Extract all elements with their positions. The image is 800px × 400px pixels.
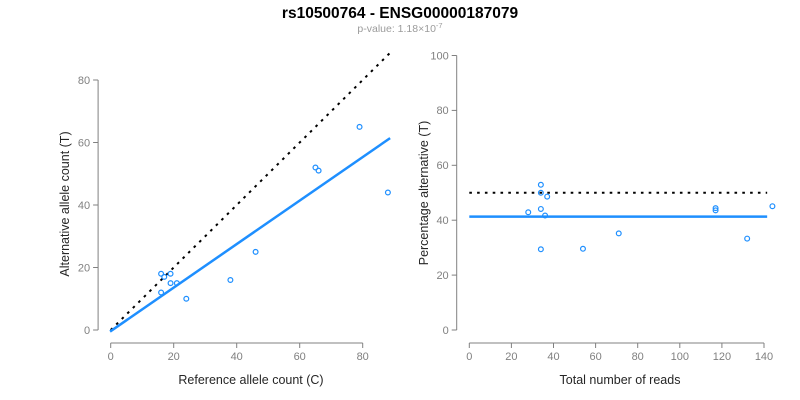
x-tick-label: 120 bbox=[713, 351, 731, 363]
data-point bbox=[537, 246, 544, 253]
x-tick-label: 0 bbox=[466, 351, 472, 363]
x-tick-label: 20 bbox=[168, 351, 180, 363]
data-point bbox=[525, 209, 532, 216]
y-tick-label: 80 bbox=[78, 75, 90, 87]
data-point bbox=[537, 189, 544, 196]
y-tick-label: 20 bbox=[436, 270, 448, 282]
y-tick-label: 0 bbox=[443, 325, 449, 337]
data-point bbox=[537, 205, 544, 212]
x-tick-label: 140 bbox=[755, 351, 773, 363]
x-tick-label: 80 bbox=[357, 351, 369, 363]
pvalue-exponent: -7 bbox=[435, 21, 443, 30]
x-tick-label: 60 bbox=[294, 351, 306, 363]
data-point bbox=[356, 123, 363, 130]
y-tick-label: 20 bbox=[78, 262, 90, 274]
data-point bbox=[173, 280, 180, 287]
data-point bbox=[542, 212, 549, 219]
x-tick-label: 100 bbox=[671, 351, 689, 363]
data-point bbox=[252, 248, 259, 255]
data-point bbox=[315, 167, 322, 174]
x-tick-label: 20 bbox=[505, 351, 517, 363]
x-tick-label: 60 bbox=[589, 351, 601, 363]
y-tick-label: 0 bbox=[84, 325, 90, 337]
y-axis-title: Alternative allele count (T) bbox=[58, 131, 72, 276]
figure-header: rs10500764 - ENSG00000187079 p-value: 1.… bbox=[0, 5, 800, 35]
data-point bbox=[227, 277, 234, 284]
x-axis-title: Reference allele count (C) bbox=[178, 373, 323, 387]
data-point bbox=[579, 245, 586, 252]
x-tick-label: 0 bbox=[108, 351, 114, 363]
data-point bbox=[384, 189, 391, 196]
y-tick-label: 60 bbox=[78, 137, 90, 149]
y-tick-label: 40 bbox=[78, 200, 90, 212]
x-tick-label: 40 bbox=[231, 351, 243, 363]
data-point bbox=[161, 273, 168, 280]
regression-line bbox=[109, 137, 391, 333]
y-tick-label: 40 bbox=[436, 215, 448, 227]
data-point bbox=[158, 270, 165, 277]
y-axis-title: Percentage alternative (T) bbox=[417, 121, 431, 266]
x-tick-label: 40 bbox=[547, 351, 559, 363]
pvalue-subtitle: p-value: 1.18×10-7 bbox=[0, 21, 800, 35]
x-tick-label: 80 bbox=[632, 351, 644, 363]
data-point bbox=[312, 164, 319, 171]
data-point bbox=[712, 205, 719, 212]
chart-title: rs10500764 - ENSG00000187079 bbox=[281, 5, 519, 22]
identity-line bbox=[109, 52, 391, 331]
y-tick-label: 60 bbox=[436, 160, 448, 172]
x-axis-title: Total number of reads bbox=[560, 373, 681, 387]
data-point bbox=[158, 289, 165, 296]
y-tick-label: 80 bbox=[436, 105, 448, 117]
data-point bbox=[167, 280, 174, 287]
data-point bbox=[544, 193, 551, 200]
y-tick-label: 100 bbox=[430, 50, 448, 62]
data-point bbox=[744, 235, 751, 242]
data-point bbox=[712, 207, 719, 214]
data-point bbox=[167, 270, 174, 277]
pvalue-text: p-value: 1.18×10 bbox=[357, 23, 436, 35]
data-point bbox=[615, 230, 622, 237]
data-point bbox=[769, 203, 776, 210]
data-point bbox=[537, 181, 544, 188]
data-point bbox=[183, 295, 190, 302]
